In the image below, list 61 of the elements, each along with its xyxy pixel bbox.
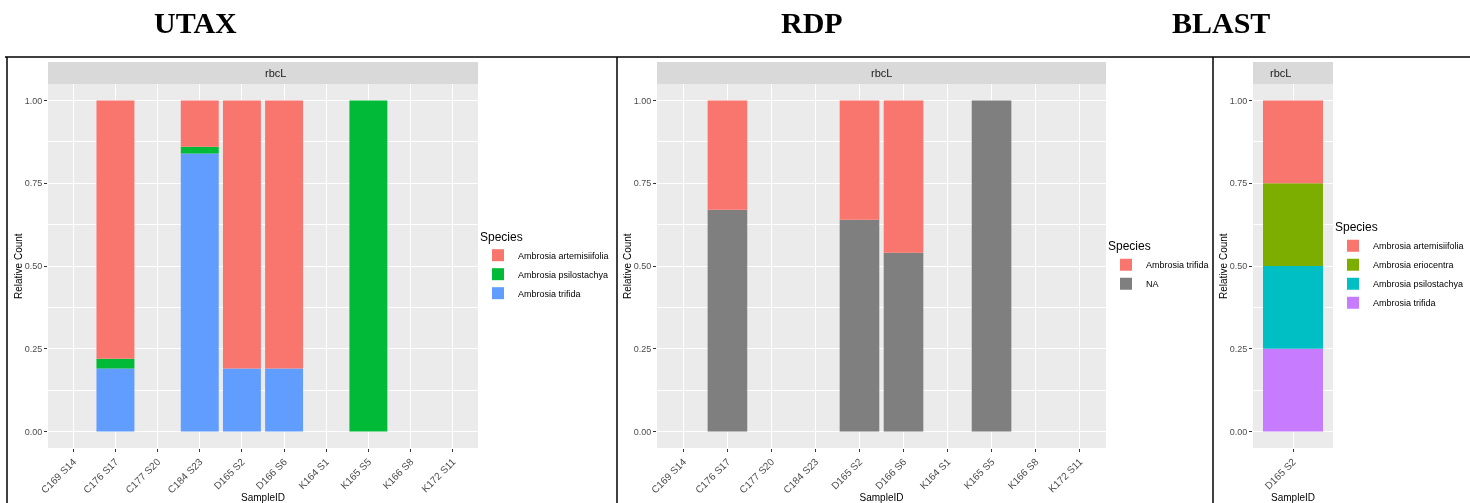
- y-tick-label: 1.00: [633, 95, 652, 106]
- chart-title: BLAST: [1172, 6, 1271, 39]
- legend-title: Species: [1108, 239, 1151, 254]
- y-tick-label: 0.25: [633, 343, 652, 354]
- bar: [1263, 100, 1323, 184]
- bar: [707, 209, 748, 432]
- bar: [883, 100, 924, 253]
- chart-subtitle: rbcL: [1270, 67, 1292, 79]
- y-axis-title: Relative Count: [622, 233, 633, 299]
- bar: [1263, 348, 1323, 432]
- bar: [222, 368, 261, 432]
- bar: [349, 100, 388, 432]
- legend-label: Ambrosia psilostachya: [1373, 279, 1464, 290]
- y-axis-title: Relative Count: [1218, 233, 1229, 299]
- legend-label: Ambrosia trifida: [518, 288, 581, 299]
- bar: [1263, 183, 1323, 266]
- bar: [971, 100, 1012, 432]
- bar: [180, 153, 219, 432]
- x-axis-title: SampleID: [859, 492, 904, 503]
- x-axis-title: SampleID: [241, 492, 285, 503]
- bar: [96, 100, 135, 359]
- y-tick-label: 0.50: [24, 261, 43, 272]
- bar: [180, 100, 219, 147]
- chart-title: RDP: [781, 6, 843, 39]
- bar: [222, 100, 261, 369]
- chart-subtitle: rbcL: [265, 67, 287, 79]
- y-tick-label: 0.75: [24, 178, 43, 189]
- bar: [839, 100, 880, 220]
- y-tick-label: 0.50: [1229, 261, 1248, 272]
- legend-label: Ambrosia trifida: [1373, 298, 1436, 309]
- bar: [839, 219, 880, 432]
- bar: [96, 368, 135, 432]
- legend-label: Ambrosia artemisiifolia: [1373, 241, 1464, 252]
- y-tick-label: 1.00: [1229, 95, 1248, 106]
- y-tick-label: 0.00: [24, 426, 43, 437]
- y-tick-label: 0.50: [633, 261, 652, 272]
- y-tick-label: 1.00: [24, 95, 43, 106]
- bar: [265, 100, 304, 369]
- y-tick-label: 0.25: [1229, 343, 1248, 354]
- chart-title: UTAX: [154, 6, 238, 39]
- bar: [1263, 266, 1323, 349]
- legend-label: Ambrosia psilostachya: [518, 269, 609, 280]
- bar: [96, 358, 135, 369]
- bar: [883, 252, 924, 432]
- legend-label: Ambrosia artemisiifolia: [518, 250, 609, 261]
- bar: [265, 368, 304, 432]
- legend-title: Species: [480, 229, 523, 244]
- bar: [707, 100, 748, 210]
- legend-title: Species: [1335, 220, 1378, 235]
- y-axis-title: Relative Count: [13, 233, 24, 299]
- y-tick-label: 0.75: [633, 178, 652, 189]
- y-tick-label: 0.00: [633, 426, 652, 437]
- chart-subtitle: rbcL: [871, 67, 893, 79]
- x-axis-title: SampleID: [1271, 492, 1315, 503]
- y-tick-label: 0.75: [1229, 178, 1248, 189]
- legend-label: Ambrosia trifida: [1146, 260, 1209, 271]
- y-tick-label: 0.25: [24, 343, 43, 354]
- legend-label: NA: [1146, 279, 1159, 290]
- bar: [180, 146, 219, 154]
- y-tick-label: 0.00: [1229, 426, 1248, 437]
- legend-label: Ambrosia eriocentra: [1373, 260, 1454, 271]
